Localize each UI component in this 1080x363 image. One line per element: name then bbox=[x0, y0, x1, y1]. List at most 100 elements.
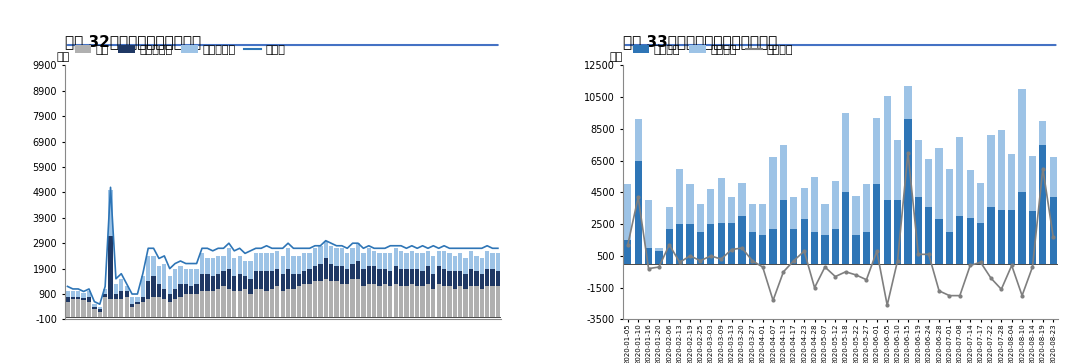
Bar bbox=[687, 224, 693, 264]
Bar bbox=[442, 251, 446, 269]
Bar bbox=[377, 286, 381, 317]
Bar bbox=[227, 248, 231, 269]
Bar bbox=[232, 291, 237, 317]
Bar bbox=[205, 274, 210, 291]
Bar bbox=[431, 274, 435, 289]
Bar bbox=[119, 279, 123, 291]
Bar bbox=[86, 291, 91, 297]
Bar bbox=[463, 258, 468, 274]
Bar bbox=[259, 253, 264, 271]
净融资额 bbox=[725, 248, 738, 252]
Bar bbox=[463, 289, 468, 317]
净融资额 bbox=[694, 258, 707, 263]
Bar bbox=[717, 178, 725, 223]
Bar bbox=[92, 309, 96, 317]
Line: 利率债: 利率债 bbox=[67, 187, 498, 304]
Bar bbox=[103, 297, 107, 317]
Bar bbox=[238, 256, 242, 274]
Bar bbox=[313, 266, 318, 281]
净融资额 bbox=[850, 273, 863, 277]
Bar bbox=[270, 253, 274, 271]
Bar bbox=[361, 253, 365, 269]
Bar bbox=[243, 276, 247, 289]
Legend: 国债, 地方政府债, 政策银行债, 利率债: 国债, 地方政府债, 政策银行债, 利率债 bbox=[70, 40, 289, 59]
利率债 bbox=[491, 246, 504, 250]
净融资额 bbox=[828, 274, 841, 279]
净融资额 bbox=[974, 260, 987, 264]
Bar bbox=[157, 266, 161, 284]
Bar bbox=[140, 276, 145, 297]
Bar bbox=[935, 148, 943, 219]
Bar bbox=[335, 248, 339, 266]
利率债 bbox=[443, 246, 456, 250]
Bar bbox=[635, 160, 642, 264]
净融资额 bbox=[839, 270, 852, 274]
Bar bbox=[645, 248, 652, 264]
净融资额 bbox=[808, 285, 821, 290]
Bar bbox=[356, 261, 360, 279]
Bar bbox=[1008, 210, 1015, 264]
Bar bbox=[832, 181, 839, 229]
净融资额 bbox=[922, 252, 935, 257]
Bar bbox=[259, 289, 264, 317]
Text: 亿元: 亿元 bbox=[56, 52, 69, 62]
利率债 bbox=[60, 284, 73, 289]
Bar bbox=[329, 264, 334, 281]
Bar bbox=[759, 235, 767, 264]
Bar bbox=[382, 284, 387, 317]
Bar bbox=[426, 251, 430, 266]
Bar bbox=[1039, 121, 1047, 145]
Bar bbox=[469, 251, 473, 269]
Bar bbox=[904, 119, 912, 264]
Bar bbox=[480, 274, 484, 289]
Bar bbox=[140, 302, 145, 317]
Bar bbox=[707, 189, 715, 224]
Bar bbox=[852, 235, 860, 264]
Bar bbox=[382, 253, 387, 269]
Bar bbox=[308, 269, 312, 284]
Bar bbox=[915, 197, 922, 264]
Bar bbox=[485, 269, 489, 286]
Bar bbox=[248, 261, 253, 279]
净融资额 bbox=[621, 242, 634, 247]
Bar bbox=[254, 253, 258, 271]
净融资额 bbox=[704, 254, 717, 258]
Bar bbox=[780, 200, 787, 264]
Bar bbox=[81, 293, 85, 298]
Bar bbox=[748, 232, 756, 264]
Bar bbox=[243, 261, 247, 276]
Bar bbox=[1029, 156, 1036, 211]
Bar bbox=[811, 232, 819, 264]
Bar bbox=[356, 279, 360, 317]
Bar bbox=[474, 286, 478, 317]
Bar bbox=[286, 269, 291, 289]
Bar bbox=[97, 309, 102, 312]
Bar bbox=[173, 299, 177, 317]
Bar bbox=[157, 297, 161, 317]
Bar bbox=[286, 289, 291, 317]
Bar bbox=[108, 299, 112, 317]
Bar bbox=[76, 299, 80, 317]
利率债 bbox=[421, 246, 434, 250]
Bar bbox=[270, 271, 274, 289]
Bar bbox=[103, 289, 107, 294]
Bar bbox=[496, 271, 500, 286]
Legend: 总发行量, 总偿还量, 净融资额: 总发行量, 总偿还量, 净融资额 bbox=[629, 40, 798, 59]
Bar bbox=[453, 271, 457, 289]
Bar bbox=[404, 269, 408, 286]
Bar bbox=[76, 297, 80, 299]
Bar bbox=[458, 286, 462, 317]
Bar bbox=[977, 183, 984, 223]
Bar bbox=[346, 269, 350, 284]
净融资额 bbox=[1026, 265, 1039, 269]
Bar bbox=[189, 294, 193, 317]
Bar bbox=[987, 207, 995, 264]
Bar bbox=[624, 184, 632, 240]
Bar bbox=[388, 286, 392, 317]
净融资额 bbox=[673, 260, 686, 264]
Bar bbox=[184, 284, 188, 294]
Bar bbox=[281, 274, 285, 291]
Bar bbox=[436, 266, 441, 284]
Bar bbox=[1050, 158, 1057, 197]
Bar bbox=[420, 286, 424, 317]
